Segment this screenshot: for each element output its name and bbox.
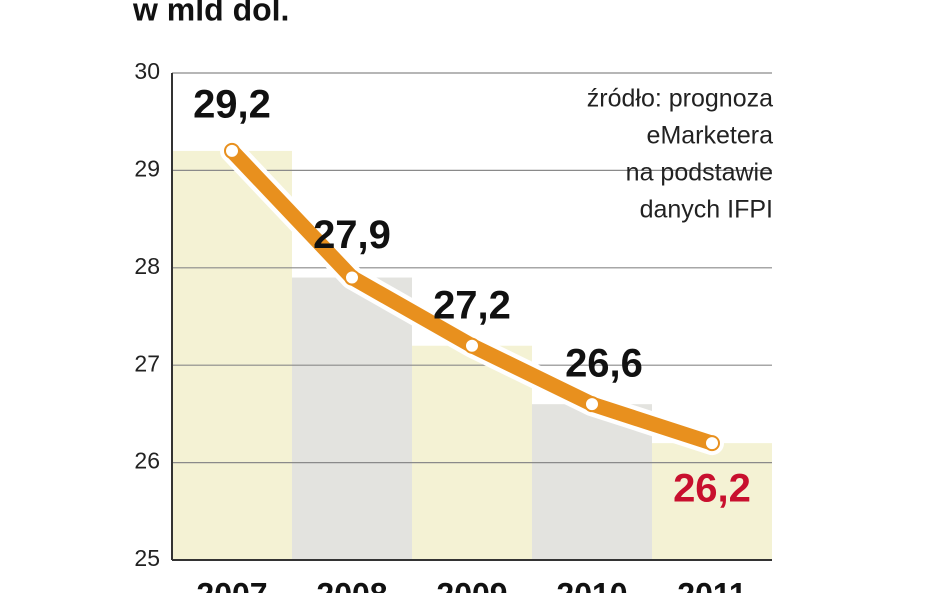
x-tick-label: 2009: [436, 576, 507, 593]
y-tick-label: 28: [134, 253, 160, 279]
column: [532, 404, 652, 560]
column: [172, 150, 292, 561]
point: [464, 337, 480, 354]
y-tick-label: 30: [134, 58, 160, 84]
y-tick-label: 29: [134, 155, 160, 181]
value-label: 26,2: [673, 467, 751, 511]
x-tick-label: 2010: [556, 576, 627, 593]
chart-subtitle: w mld dol.: [132, 0, 289, 27]
column: [292, 277, 412, 560]
y-tick-label: 25: [134, 545, 160, 571]
value-label: 26,6: [565, 342, 643, 386]
x-tick-label: 2008: [316, 576, 387, 593]
point: [224, 142, 240, 159]
value-label: 29,2: [193, 82, 271, 126]
y-tick-label: 26: [134, 448, 160, 474]
value-label: 27,2: [433, 283, 511, 327]
y-tick-label: 27: [134, 350, 160, 376]
source-note: źródło: prognoza: [587, 85, 773, 113]
source-note: eMarketera: [647, 122, 774, 150]
x-tick-label: 2011: [677, 576, 746, 593]
source-note: danych IFPI: [640, 196, 773, 224]
value-label: 27,9: [313, 213, 391, 257]
column: [412, 345, 532, 560]
point: [344, 269, 360, 286]
point: [584, 396, 600, 413]
source-note: na podstawie: [626, 159, 773, 187]
x-tick-label: 2007: [196, 576, 267, 593]
point: [704, 435, 720, 452]
